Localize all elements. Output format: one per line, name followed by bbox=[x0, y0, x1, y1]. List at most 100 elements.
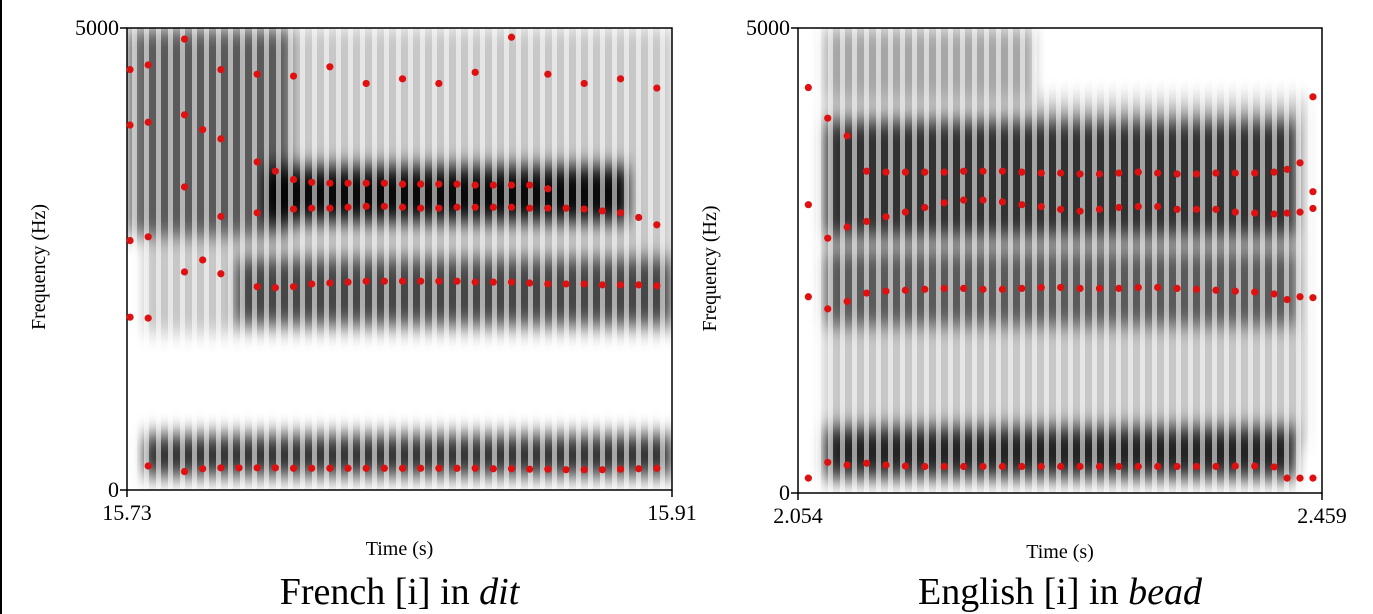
formant-point bbox=[1057, 462, 1065, 471]
formant-point bbox=[882, 461, 890, 469]
formant-point bbox=[144, 233, 152, 241]
formant-point bbox=[635, 465, 643, 473]
formant-point bbox=[289, 72, 298, 80]
formant-point bbox=[435, 180, 443, 188]
formant-point bbox=[398, 203, 407, 211]
formant-point bbox=[1154, 283, 1162, 292]
formant-point bbox=[1251, 288, 1259, 296]
formant-point bbox=[1115, 203, 1123, 212]
formant-point bbox=[126, 121, 134, 129]
formant-point bbox=[580, 466, 588, 474]
formant-point bbox=[862, 167, 871, 175]
formant-point bbox=[1212, 462, 1220, 471]
formant-point bbox=[1057, 283, 1065, 292]
formant-point bbox=[435, 464, 443, 472]
formant-point bbox=[217, 135, 225, 143]
formant-point bbox=[217, 270, 225, 278]
formant-point bbox=[271, 167, 279, 175]
formant-point bbox=[253, 209, 261, 217]
formant-point bbox=[901, 286, 909, 294]
formant-point bbox=[940, 168, 948, 176]
formant-point bbox=[1095, 205, 1104, 213]
formant-point bbox=[453, 464, 461, 472]
formant-point bbox=[998, 285, 1007, 293]
formant-point bbox=[362, 277, 370, 285]
formant-point bbox=[1037, 169, 1045, 177]
formant-point bbox=[979, 285, 987, 293]
caption-text: French [i] in bbox=[280, 571, 479, 613]
formant-point bbox=[998, 198, 1007, 206]
y-tick-label: 0 bbox=[779, 480, 790, 505]
formant-point bbox=[1134, 168, 1142, 176]
formant-point bbox=[1251, 209, 1259, 217]
formant-point bbox=[1134, 462, 1142, 471]
formant-point bbox=[598, 207, 606, 215]
formant-point bbox=[1173, 205, 1181, 213]
formant-point bbox=[1251, 462, 1259, 470]
formant-point bbox=[1173, 284, 1181, 292]
formant-point bbox=[960, 167, 968, 175]
formant-point bbox=[960, 284, 968, 292]
formant-point bbox=[1212, 286, 1220, 294]
formant-point bbox=[417, 180, 425, 188]
formant-point bbox=[199, 465, 207, 473]
formant-point bbox=[253, 283, 261, 291]
formant-point bbox=[253, 70, 261, 78]
formant-point bbox=[653, 464, 661, 472]
formant-point bbox=[362, 179, 370, 187]
formant-point bbox=[1309, 294, 1317, 302]
x-tick-label: 2.054 bbox=[773, 503, 823, 528]
plot-frame bbox=[126, 27, 673, 491]
formant-point bbox=[960, 196, 968, 204]
formant-point bbox=[471, 68, 479, 76]
formant-point bbox=[526, 279, 534, 287]
formant-point bbox=[1154, 462, 1162, 471]
formant-point bbox=[1018, 168, 1026, 176]
formant-point bbox=[1309, 188, 1317, 196]
formant-point bbox=[616, 209, 625, 217]
formant-point bbox=[960, 462, 968, 471]
formant-point bbox=[326, 279, 334, 287]
formant-point bbox=[1018, 284, 1026, 292]
striations bbox=[127, 28, 672, 490]
formant-point bbox=[489, 278, 497, 286]
formant-point bbox=[453, 277, 461, 285]
formant-point bbox=[1283, 295, 1291, 304]
formant-point bbox=[271, 464, 279, 472]
formant-point bbox=[544, 70, 552, 78]
formant-point bbox=[289, 205, 298, 213]
formant-point bbox=[126, 236, 134, 245]
formant-point bbox=[180, 35, 189, 43]
formant-point bbox=[921, 168, 929, 176]
formant-point bbox=[435, 204, 443, 212]
formant-point bbox=[1018, 201, 1026, 209]
formant-point bbox=[1018, 462, 1026, 471]
formant-point bbox=[471, 203, 479, 211]
formant-point bbox=[653, 282, 661, 290]
formant-point bbox=[1231, 169, 1239, 177]
formant-point bbox=[1212, 205, 1220, 213]
formant-point bbox=[824, 234, 832, 242]
formant-point bbox=[1076, 170, 1084, 178]
formant-point bbox=[1115, 462, 1123, 471]
formant-point bbox=[489, 203, 497, 211]
formant-point bbox=[1231, 208, 1239, 216]
formant-point bbox=[180, 467, 189, 476]
formant-point bbox=[180, 268, 189, 276]
formant-point bbox=[1251, 169, 1259, 177]
formant-point bbox=[635, 213, 643, 222]
formant-point bbox=[326, 464, 334, 472]
caption-emphasis: dit bbox=[479, 571, 521, 613]
formant-point bbox=[1037, 283, 1045, 292]
formant-point bbox=[453, 203, 461, 211]
formant-point bbox=[344, 278, 352, 286]
formant-point bbox=[562, 280, 570, 288]
formant-point bbox=[199, 126, 207, 134]
formant-point bbox=[580, 79, 588, 88]
formant-point bbox=[1076, 207, 1084, 215]
formant-point bbox=[526, 204, 534, 212]
formant-point bbox=[398, 464, 407, 472]
formant-point bbox=[653, 84, 661, 92]
x-tick-label: 15.91 bbox=[647, 500, 697, 525]
formant-point bbox=[1270, 290, 1278, 298]
